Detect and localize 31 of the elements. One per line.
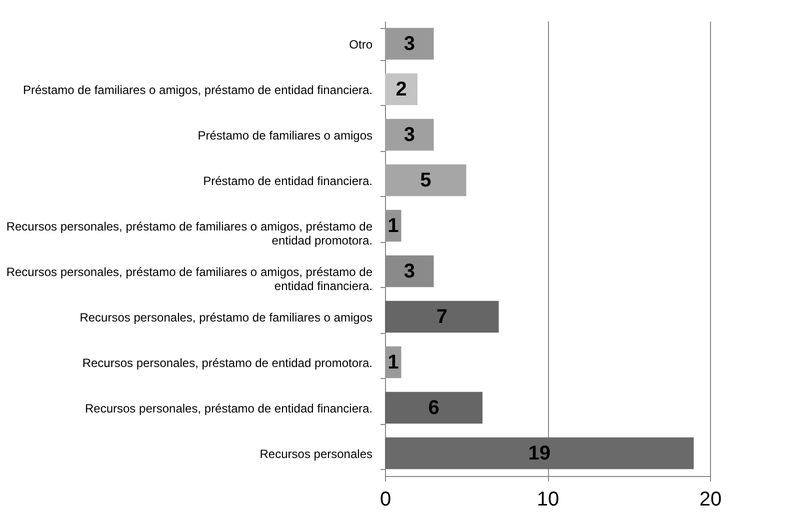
data-label: 2 (396, 78, 407, 100)
bar (385, 28, 434, 60)
bar (385, 118, 434, 151)
y-tick-label: Préstamo de familiares o amigos (198, 128, 372, 142)
data-label: 1 (388, 214, 399, 237)
y-tick-label: Recursos personales, préstamo de familiares o amigos, préstamo de entidad promotora. (6, 219, 373, 248)
data-label: 3 (404, 124, 415, 146)
bar (385, 392, 482, 424)
data-label: 3 (404, 32, 415, 55)
x-tick-label: 10 (536, 488, 560, 510)
y-tick-label: Recursos personales (260, 446, 372, 461)
y-tick-label: Préstamo de familiares o amigos, préstamo de entidad financiera. (22, 82, 372, 97)
y-tick-label: Préstamo de entidad financiera. (203, 174, 372, 188)
bar (385, 437, 694, 470)
data-label: 1 (388, 351, 399, 374)
x-tick-label: 20 (699, 488, 722, 510)
data-label: 5 (420, 169, 432, 192)
x-tick-label: 0 (380, 488, 392, 510)
data-label: 6 (428, 396, 440, 419)
data-label: 19 (528, 442, 550, 464)
y-tick-label: Recursos personales, préstamo de entidad promotora. (82, 356, 372, 370)
y-tick-label: Recursos personales, préstamo de familiares o amigos, préstamo de entidad financiera. (6, 264, 373, 293)
y-tick-label: Otro (349, 37, 373, 52)
bar (385, 255, 434, 288)
data-label: 7 (436, 306, 448, 328)
y-tick-label: Recursos personales, préstamo de entidad financiera. (85, 401, 372, 416)
bar (385, 164, 466, 196)
data-label: 3 (404, 260, 415, 282)
y-tick-label: Recursos personales, préstamo de familiares o amigos (80, 310, 372, 324)
bar (385, 300, 499, 333)
bar (385, 73, 418, 106)
